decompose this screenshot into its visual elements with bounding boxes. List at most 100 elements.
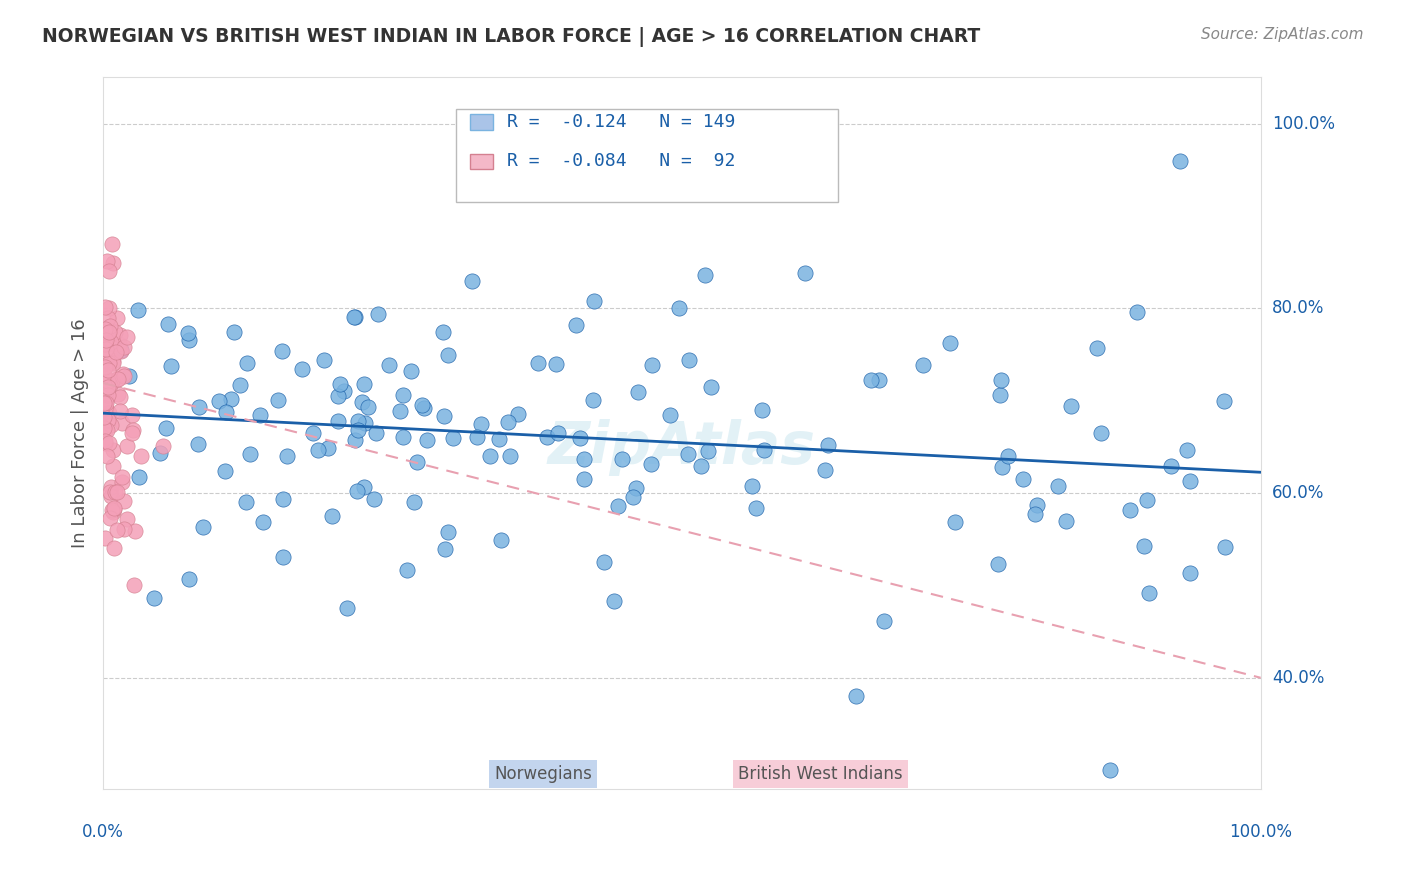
British West Indians <box>108 390 131 404</box>
Norwegians <box>526 356 548 370</box>
Norwegians <box>187 437 209 451</box>
Norwegians <box>149 446 172 460</box>
Norwegians <box>346 414 368 428</box>
Norwegians <box>177 334 200 348</box>
British West Indians <box>103 541 125 556</box>
British West Indians <box>96 449 118 463</box>
British West Indians <box>100 335 122 350</box>
Norwegians <box>127 302 149 317</box>
Norwegians <box>465 429 488 443</box>
British West Indians <box>112 522 135 536</box>
Norwegians <box>336 600 359 615</box>
Norwegians <box>364 426 387 441</box>
Norwegians <box>499 450 522 464</box>
Norwegians <box>873 614 896 628</box>
Norwegians <box>844 690 866 704</box>
Norwegians <box>329 376 352 391</box>
Text: 100.0%: 100.0% <box>1229 823 1292 841</box>
British West Indians <box>94 334 117 348</box>
British West Indians <box>100 319 122 334</box>
British West Indians <box>111 475 134 490</box>
British West Indians <box>94 342 117 356</box>
Norwegians <box>1213 393 1236 408</box>
British West Indians <box>97 326 120 341</box>
Norwegians <box>690 459 713 474</box>
British West Indians <box>97 388 120 402</box>
Text: Norwegians: Norwegians <box>494 765 592 783</box>
British West Indians <box>94 434 117 449</box>
Norwegians <box>1175 443 1198 458</box>
Norwegians <box>333 384 356 398</box>
British West Indians <box>112 494 135 508</box>
British West Indians <box>112 340 135 354</box>
British West Indians <box>105 484 128 499</box>
British West Indians <box>93 397 115 411</box>
Norwegians <box>1054 514 1077 528</box>
British West Indians <box>108 404 131 418</box>
British West Indians <box>94 401 117 416</box>
Norwegians <box>229 377 252 392</box>
FancyBboxPatch shape <box>456 110 838 202</box>
Norwegians <box>191 519 214 533</box>
Norwegians <box>814 463 837 477</box>
Norwegians <box>396 563 419 577</box>
Norwegians <box>1118 503 1140 517</box>
Norwegians <box>416 433 439 447</box>
Norwegians <box>367 307 389 321</box>
Norwegians <box>603 594 626 608</box>
Norwegians <box>621 490 644 504</box>
Norwegians <box>404 495 426 509</box>
Norwegians <box>574 452 596 467</box>
British West Indians <box>115 330 138 344</box>
Norwegians <box>271 491 294 506</box>
British West Indians <box>94 337 117 351</box>
British West Indians <box>97 380 120 394</box>
Norwegians <box>583 293 606 308</box>
Norwegians <box>219 392 242 406</box>
Norwegians <box>695 268 717 283</box>
Norwegians <box>128 470 150 484</box>
Norwegians <box>987 557 1010 571</box>
Norwegians <box>547 426 569 441</box>
British West Indians <box>93 421 115 435</box>
Norwegians <box>668 301 690 315</box>
British West Indians <box>94 435 117 450</box>
Norwegians <box>612 452 634 467</box>
British West Indians <box>97 332 120 346</box>
British West Indians <box>94 531 117 545</box>
British West Indians <box>93 325 115 339</box>
British West Indians <box>93 410 115 425</box>
Norwegians <box>544 357 567 371</box>
Norwegians <box>1168 153 1191 168</box>
British West Indians <box>93 368 115 383</box>
Norwegians <box>142 591 165 606</box>
British West Indians <box>103 443 125 458</box>
Norwegians <box>312 353 335 368</box>
British West Indians <box>98 377 121 392</box>
Norwegians <box>496 415 519 429</box>
Norwegians <box>388 404 411 418</box>
British West Indians <box>94 396 117 410</box>
Norwegians <box>157 317 180 331</box>
Norwegians <box>239 446 262 460</box>
British West Indians <box>108 337 131 351</box>
British West Indians <box>115 439 138 453</box>
British West Indians <box>97 264 120 278</box>
Norwegians <box>478 449 501 463</box>
British West Indians <box>97 301 120 315</box>
British West Indians <box>105 523 128 537</box>
Norwegians <box>271 549 294 564</box>
Norwegians <box>347 423 370 437</box>
British West Indians <box>103 505 125 519</box>
Norwegians <box>1090 425 1112 440</box>
Norwegians <box>997 449 1019 463</box>
Text: ZipAtlas: ZipAtlas <box>548 418 815 475</box>
British West Indians <box>98 356 121 370</box>
Norwegians <box>1213 540 1236 554</box>
Text: NORWEGIAN VS BRITISH WEST INDIAN IN LABOR FORCE | AGE > 16 CORRELATION CHART: NORWEGIAN VS BRITISH WEST INDIAN IN LABO… <box>42 27 980 46</box>
Norwegians <box>215 405 238 419</box>
British West Indians <box>104 485 127 500</box>
Norwegians <box>1139 585 1161 599</box>
Norwegians <box>1178 474 1201 488</box>
British West Indians <box>112 369 135 384</box>
